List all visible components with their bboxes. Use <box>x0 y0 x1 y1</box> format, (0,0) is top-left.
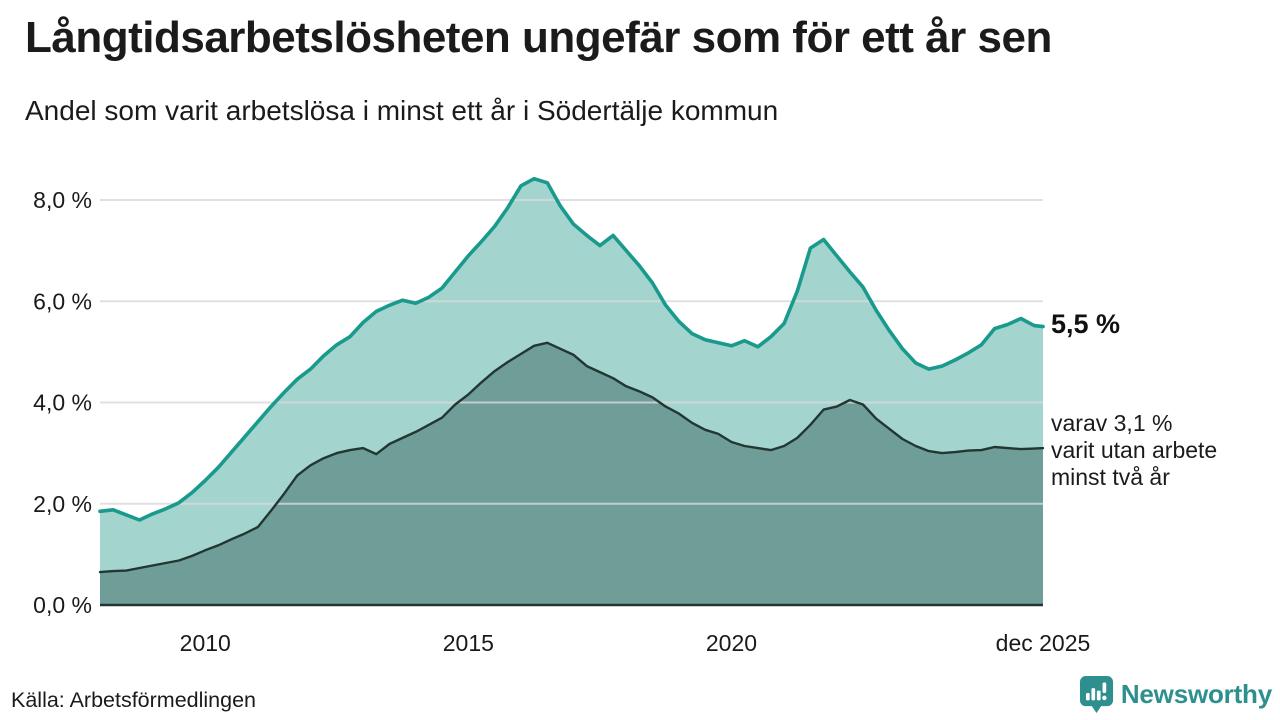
y-tick-label: 4,0 % <box>33 390 92 416</box>
line-minst-ett-ar <box>98 176 1045 522</box>
area-minst-tva-ar <box>100 342 1043 605</box>
two-year-annotation-line1: varav 3,1 % <box>1051 410 1173 436</box>
brand-name: Newsworthy <box>1120 679 1272 709</box>
x-tick-label: 2015 <box>443 630 494 656</box>
line-minst-tva-ar <box>98 341 1045 574</box>
latest-value-annotation: 5,5 % <box>1051 309 1121 339</box>
bar-chart-speech-bubble-icon <box>1079 676 1113 713</box>
page-title: Långtidsarbetslösheten ungefär som för e… <box>25 13 1052 62</box>
y-tick-label: 8,0 % <box>33 187 92 213</box>
two-year-annotation-line3: minst två år <box>1051 464 1170 490</box>
source-attribution: Källa: Arbetsförmedlingen <box>11 688 257 712</box>
y-tick-label: 0,0 % <box>33 592 92 618</box>
newsworthy-logo: Newsworthy <box>1079 675 1272 714</box>
y-tick-label: 6,0 % <box>33 288 92 314</box>
x-tick-label: dec 2025 <box>996 630 1091 656</box>
x-tick-label: 2010 <box>180 630 231 656</box>
two-year-annotation-line2: varit utan arbete <box>1051 437 1218 463</box>
two-year-annotation: varav 3,1 % varit utan arbete minst två … <box>1051 410 1217 491</box>
y-tick-label: 2,0 % <box>33 491 92 517</box>
chart-subtitle: Andel som varit arbetslösa i minst ett å… <box>25 95 779 126</box>
x-tick-label: 2020 <box>706 630 757 656</box>
